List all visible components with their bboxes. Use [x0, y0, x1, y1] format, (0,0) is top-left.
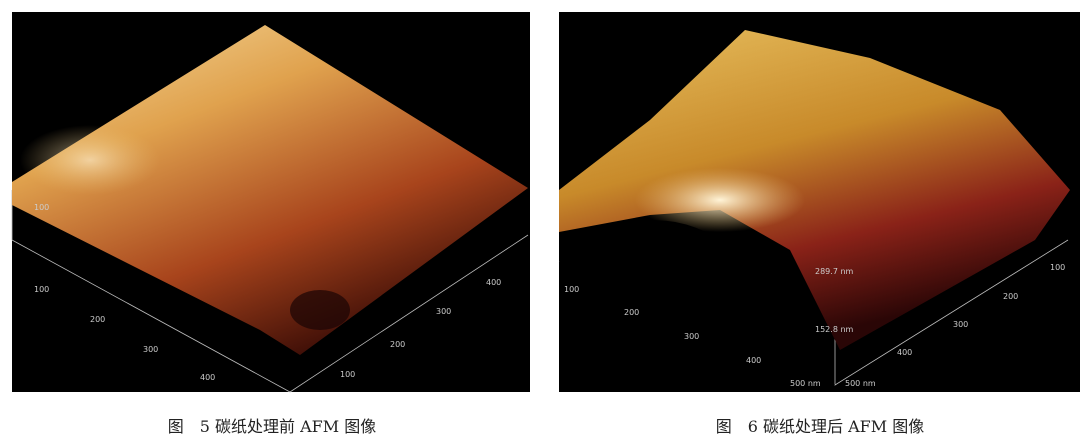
axis-label: 100: [564, 285, 579, 294]
axis-label: 500 nm: [845, 379, 876, 388]
figure-caption: 图 5 碳纸处理前 AFM 图像: [168, 417, 376, 436]
axis-label: 300: [436, 307, 451, 316]
axis-label: 100: [1050, 263, 1065, 272]
surface-shadow: [559, 220, 835, 392]
afm-surface: [12, 25, 528, 355]
axis-label: 400: [746, 356, 761, 365]
axis-label: 300: [684, 332, 699, 341]
axis-label: 289.7 nm: [815, 267, 854, 276]
afm-surface: [559, 30, 1070, 350]
axis-label: 200: [1003, 292, 1018, 301]
axis-label: 400: [200, 373, 215, 382]
axis-label: 200: [390, 340, 405, 349]
surface-pit: [290, 290, 350, 330]
axis-label: 100: [34, 203, 49, 212]
axis-label: 400: [486, 278, 501, 287]
axis-label: 200: [624, 308, 639, 317]
axis-label: 300: [143, 345, 158, 354]
axis-label: 152.8 nm: [815, 325, 854, 334]
axis-label: 400: [897, 348, 912, 357]
axis-label: 500 nm: [790, 379, 821, 388]
surface-highlight: [635, 168, 805, 232]
axis-label: 100: [340, 370, 355, 379]
surface-highlight: [20, 125, 160, 195]
axis-label: 100: [34, 285, 49, 294]
axis-label: 200: [90, 315, 105, 324]
axis-label: 300: [953, 320, 968, 329]
figure-caption: 图 6 碳纸处理后 AFM 图像: [716, 417, 924, 436]
